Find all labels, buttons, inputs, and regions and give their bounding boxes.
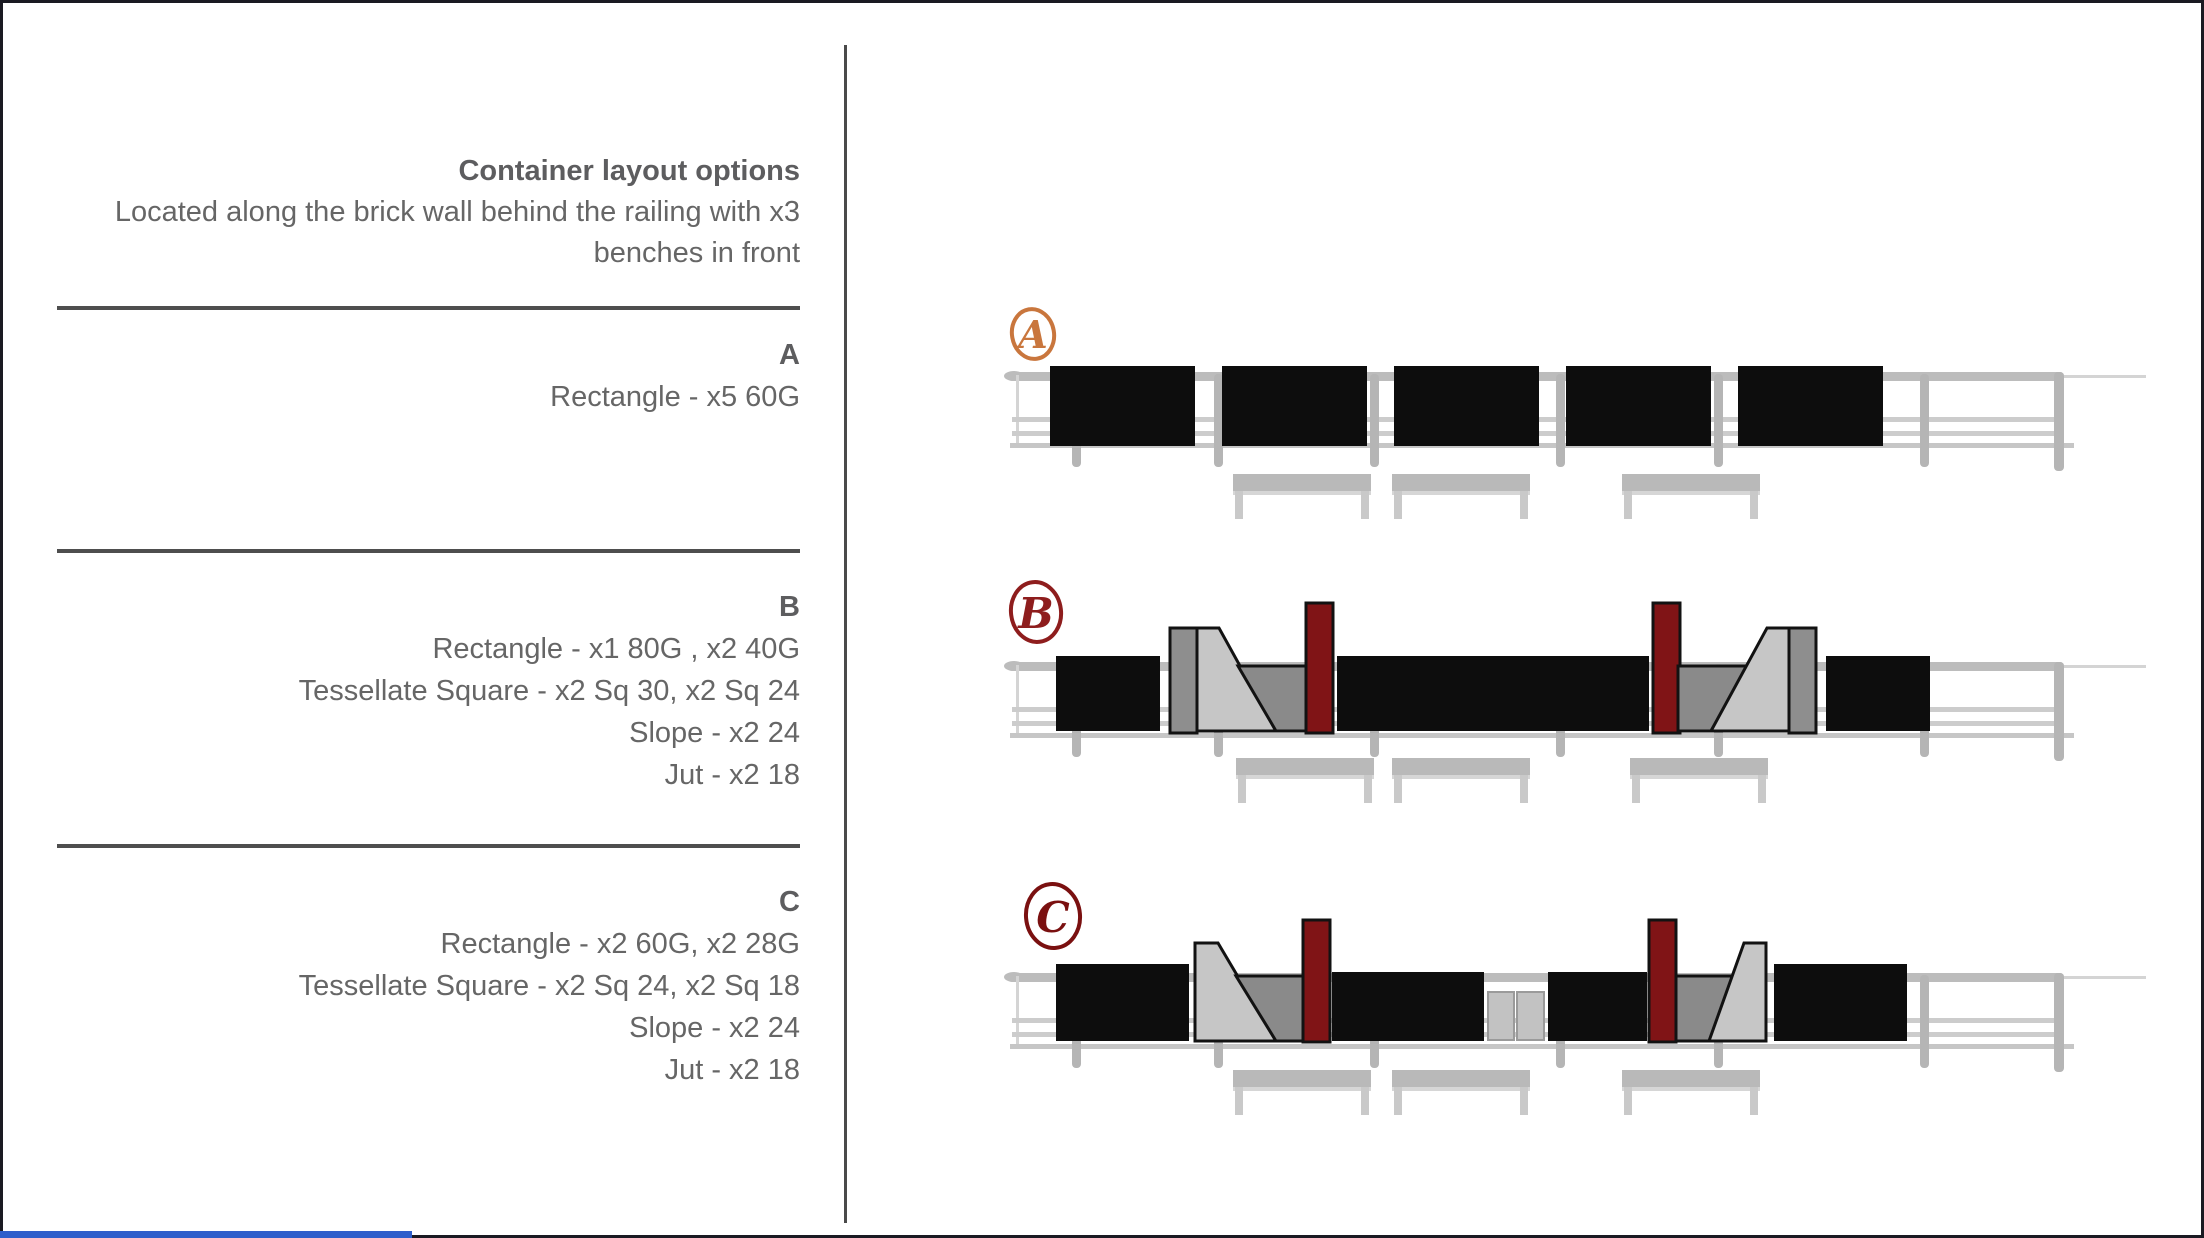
option-b-label: B [779, 591, 800, 623]
diagram-option-b: B [1004, 580, 2146, 803]
jut-piece [1651, 601, 1682, 735]
container-rect [1738, 366, 1883, 446]
option-b-line-1: Rectangle - x1 80G , x2 40G [432, 633, 800, 665]
bench [1622, 1070, 1760, 1115]
jut-piece [1304, 601, 1335, 735]
bench [1233, 474, 1371, 519]
bench [1392, 758, 1530, 803]
circle-a-letter: A [1015, 312, 1047, 357]
bench [1236, 758, 1374, 803]
circle-a-outline [1009, 307, 1057, 361]
container-rect [1050, 366, 1195, 446]
container-rect [1826, 656, 1930, 731]
vertical-divider [844, 45, 847, 1223]
bench [1622, 474, 1760, 519]
container-rect [1774, 964, 1907, 1041]
jut-piece [1647, 918, 1678, 1044]
page-title: Container layout options [458, 155, 800, 187]
section-rule-2 [57, 549, 800, 553]
option-section-a: A Rectangle - x5 60G [55, 334, 800, 418]
option-b-line-3: Slope - x2 24 [629, 717, 800, 749]
middle-square-piece [1487, 991, 1515, 1041]
option-section-c: C Rectangle - x2 60G, x2 28G Tessellate … [55, 881, 800, 1091]
tessellate-square-piece [1787, 626, 1818, 735]
option-c-line-2: Tessellate Square - x2 Sq 24, x2 Sq 18 [298, 970, 800, 1002]
diagram-option-a: A [1004, 307, 2146, 519]
option-c-label: C [779, 886, 800, 918]
option-c-line-4: Jut - x2 18 [664, 1054, 800, 1086]
page-subtitle-line1: Located along the brick wall behind the … [114, 196, 800, 228]
label-circle-a: A [1009, 307, 1057, 361]
panel-header: Container layout options Located along t… [55, 150, 800, 274]
page-subtitle-line2: benches in front [593, 237, 800, 269]
bench [1233, 1070, 1371, 1115]
container-rect [1332, 972, 1484, 1041]
container-rect [1566, 366, 1711, 446]
option-b-line-2: Tessellate Square - x2 Sq 30, x2 Sq 24 [298, 675, 800, 707]
container-rect [1056, 964, 1189, 1041]
pieces-c [1056, 918, 1907, 1044]
container-rect [1222, 366, 1367, 446]
container-rect [1548, 972, 1647, 1041]
option-a-label: A [779, 339, 800, 371]
pieces-b [1056, 601, 1930, 735]
section-rule-3 [57, 844, 800, 848]
option-b-line-4: Jut - x2 18 [664, 759, 800, 791]
middle-square-piece [1516, 991, 1545, 1041]
option-c-line-1: Rectangle - x2 60G, x2 28G [440, 928, 800, 960]
container-rect [1394, 366, 1539, 446]
circle-c-outline [1023, 882, 1083, 950]
label-circle-c: C [1023, 882, 1083, 950]
circle-b-letter: B [1017, 589, 1054, 638]
diagram-option-c: C [1004, 882, 2146, 1115]
container-rect [1337, 656, 1649, 731]
bench [1392, 474, 1530, 519]
circle-c-letter: C [1036, 893, 1070, 942]
section-rule-1 [57, 306, 800, 310]
option-section-b: B Rectangle - x1 80G , x2 40G Tessellate… [55, 586, 800, 796]
option-a-line: Rectangle - x5 60G [550, 381, 800, 413]
bottom-accent-strip [0, 1231, 412, 1238]
container-rect [1056, 656, 1160, 731]
bench [1392, 1070, 1530, 1115]
option-c-line-3: Slope - x2 24 [629, 1012, 800, 1044]
containers-a [1050, 366, 1883, 446]
label-circle-b: B [1008, 580, 1064, 644]
bench [1630, 758, 1768, 803]
slope-piece [1706, 941, 1768, 1043]
circle-b-outline [1008, 580, 1064, 644]
tessellate-square-piece [1168, 626, 1199, 735]
jut-piece [1301, 918, 1332, 1044]
